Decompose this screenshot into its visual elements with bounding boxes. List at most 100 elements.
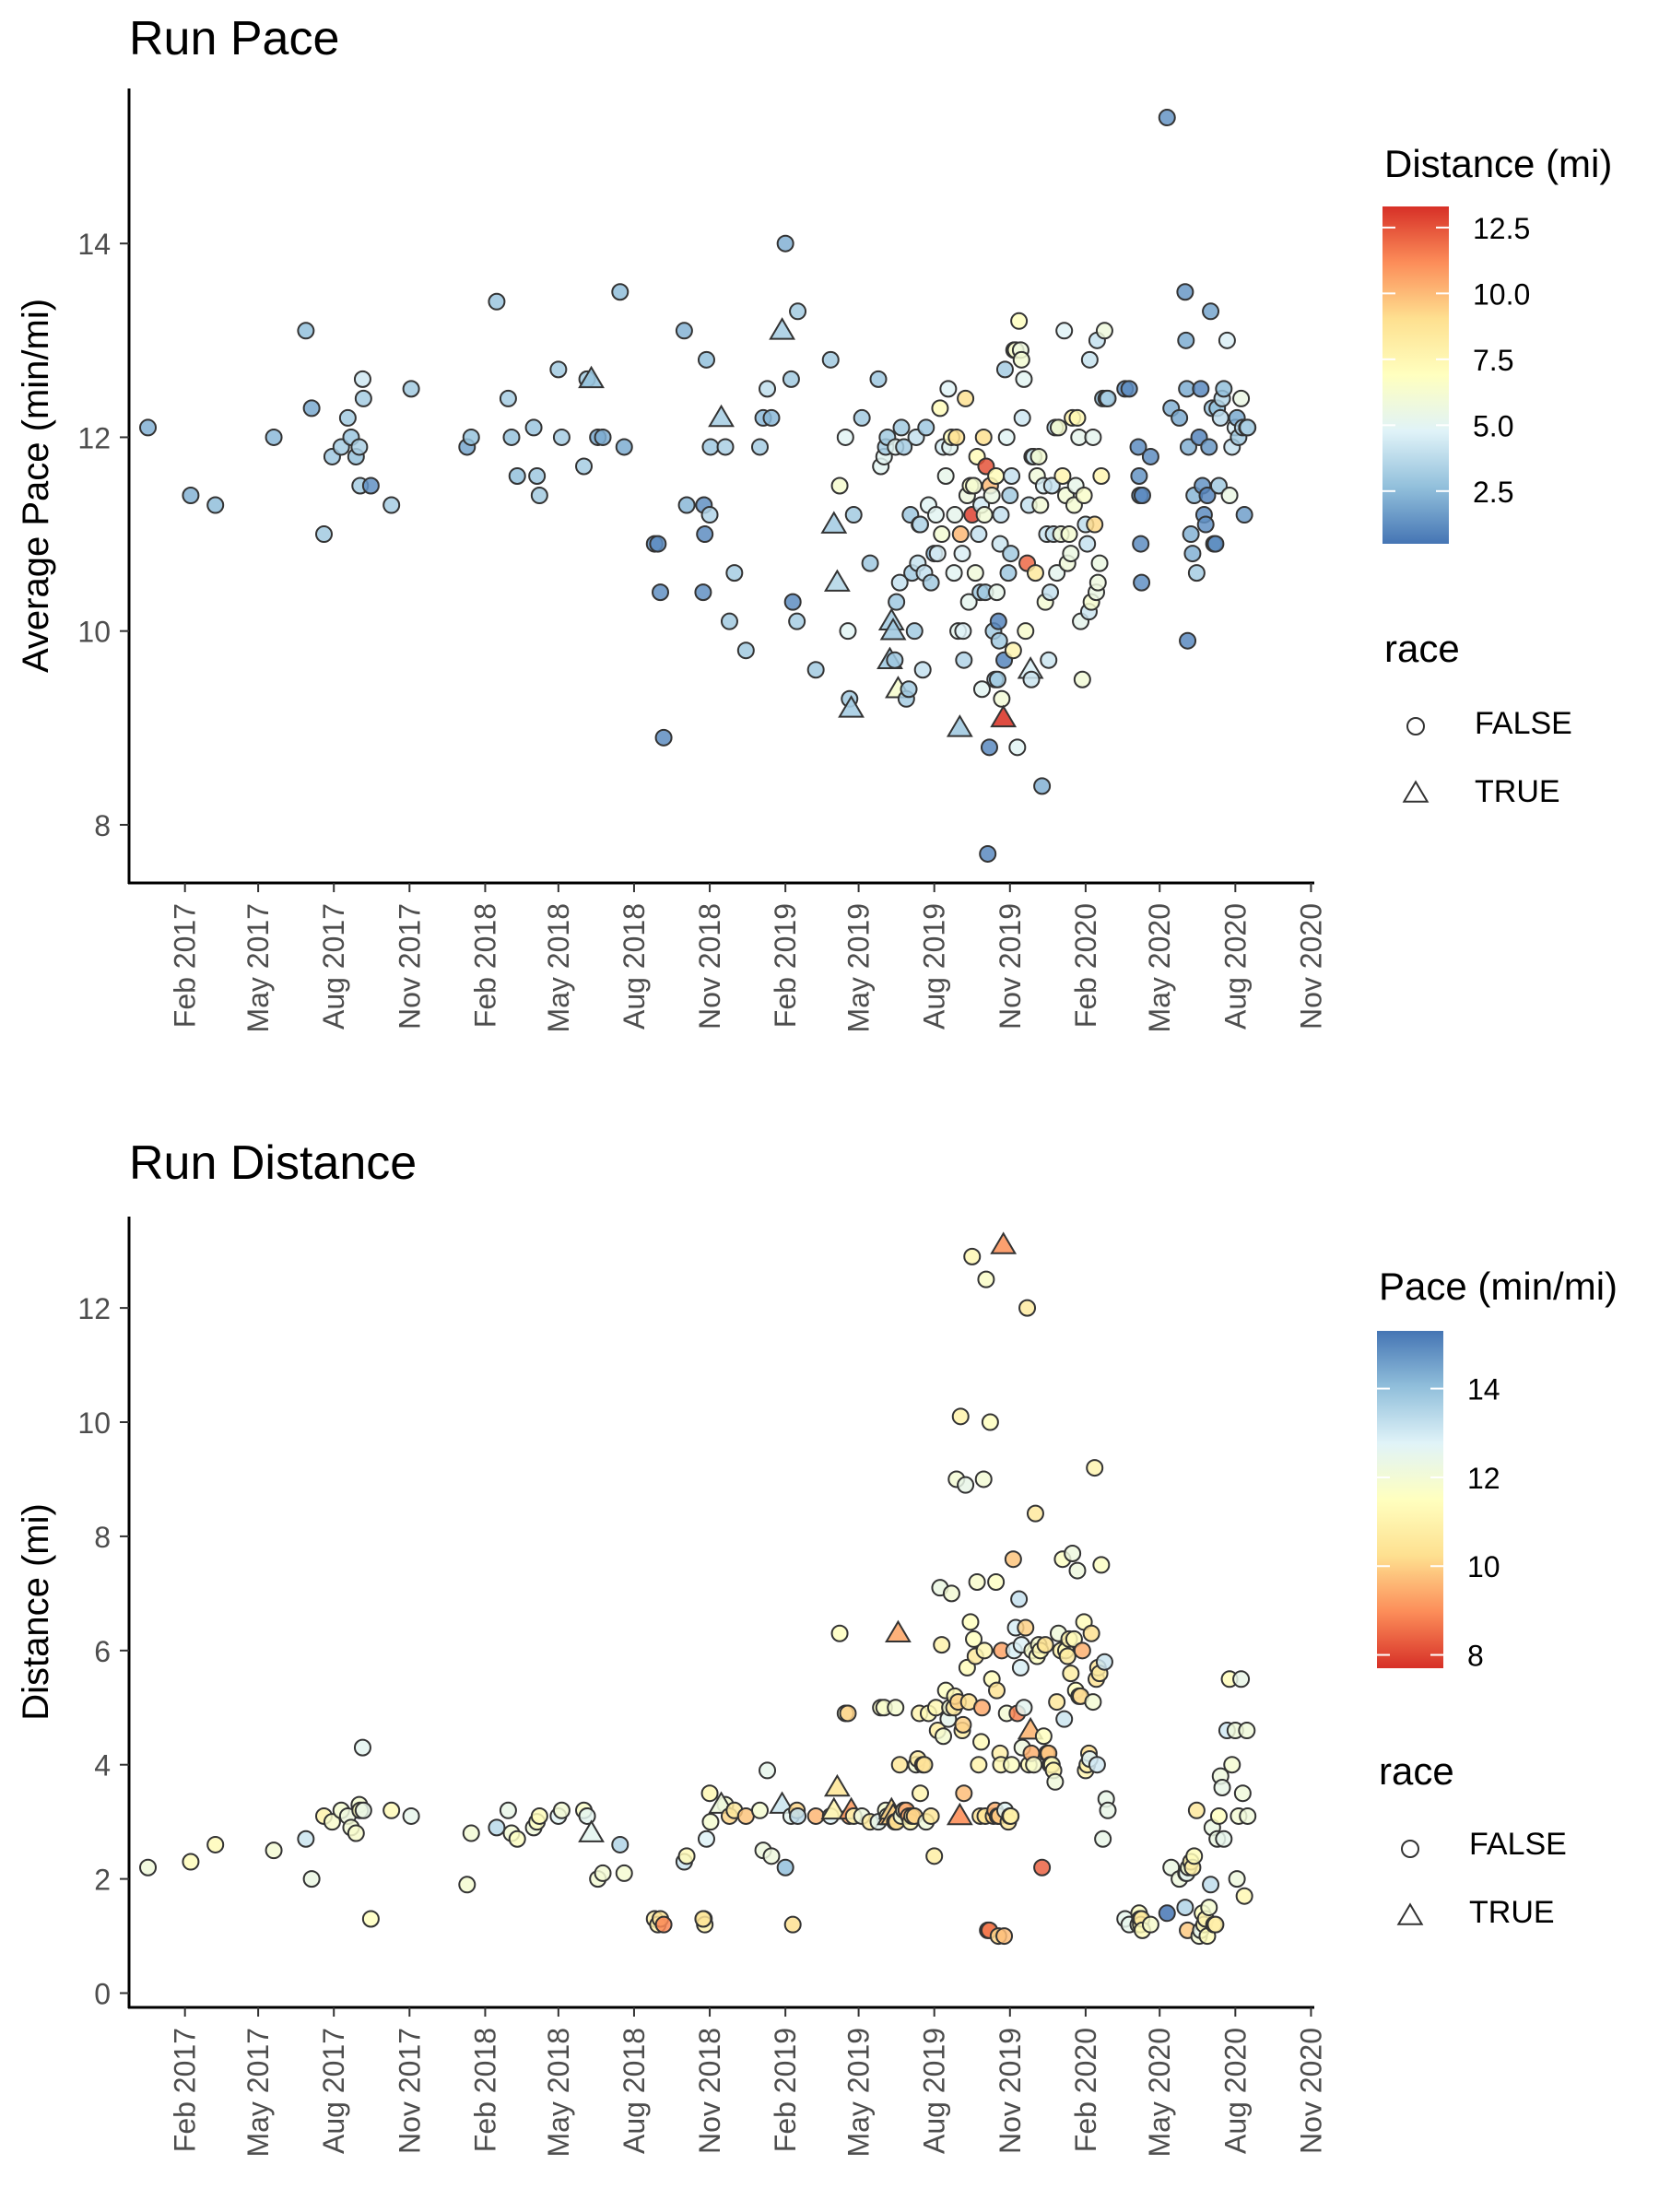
data-point (783, 593, 802, 611)
data-point (1215, 1830, 1233, 1848)
data-point (1002, 545, 1020, 563)
colorbar-label: 12 (1467, 1462, 1500, 1495)
data-point (1026, 1504, 1044, 1523)
data-point (1075, 487, 1093, 505)
data-point (736, 641, 755, 660)
data-point (1235, 1887, 1253, 1905)
data-point (836, 428, 854, 446)
y-tick-label: 8 (94, 809, 111, 842)
y-tick-label: 14 (77, 228, 111, 261)
data-point (991, 535, 1009, 553)
data-point (1092, 466, 1111, 485)
data-point (1073, 670, 1091, 688)
data-point (697, 350, 715, 369)
data-point (1010, 1590, 1029, 1608)
data-point (972, 1733, 991, 1751)
data-point (954, 622, 972, 641)
data-point (1001, 487, 1019, 505)
data-point (1239, 418, 1257, 437)
race-point (820, 1796, 848, 1820)
data-point (1238, 1722, 1256, 1740)
data-point (382, 1801, 401, 1819)
data-point (1209, 477, 1228, 495)
x-tick-label: Aug 2019 (918, 2028, 951, 2154)
y-axis-title: Average Pace (min/mi) (16, 299, 56, 673)
data-point (611, 1835, 629, 1853)
data-point (578, 1806, 596, 1825)
shape-legend-false-label: FALSE (1469, 1827, 1567, 1862)
data-point (654, 728, 673, 747)
legend-triangle-symbol (1396, 1902, 1424, 1925)
x-tick-label: Feb 2017 (169, 903, 202, 1028)
data-point (759, 1761, 777, 1780)
data-point (615, 438, 633, 456)
data-point (917, 418, 935, 437)
x-tick-label: Aug 2018 (618, 903, 651, 1030)
colorbar (1382, 206, 1449, 544)
data-point (887, 1699, 905, 1717)
data-point (1049, 418, 1067, 437)
x-tick-label: Nov 2020 (1294, 2028, 1327, 2154)
data-point (675, 322, 693, 340)
data-point (361, 477, 380, 495)
colorbar-label: 12.5 (1473, 212, 1530, 245)
data-point (139, 418, 158, 437)
data-point (762, 1847, 781, 1865)
data-point (1017, 622, 1035, 641)
data-point (861, 554, 879, 572)
data-point (788, 612, 806, 630)
x-tick-label: Aug 2020 (1218, 903, 1252, 1030)
data-point (1033, 777, 1052, 795)
data-point (954, 1715, 972, 1734)
data-point (988, 583, 1006, 602)
data-point (806, 1806, 825, 1825)
data-point (926, 506, 945, 524)
colorbar-label: 14 (1467, 1373, 1500, 1406)
colorbar (1377, 1331, 1443, 1668)
y-tick-label: 8 (94, 1521, 111, 1554)
data-point (265, 1841, 283, 1860)
x-tick-label: Nov 2017 (393, 2028, 426, 2154)
data-point (853, 408, 871, 427)
data-point (1004, 641, 1022, 660)
data-point (1084, 1693, 1102, 1712)
data-point (1206, 535, 1225, 553)
data-point (694, 1910, 712, 1928)
distance-chart: 0 2 4 6 8 10 12 Feb 2017 May 2017 Aug 2017 Nov 201… (16, 1217, 1500, 2158)
data-point (1092, 1556, 1111, 1574)
data-point (1088, 1756, 1106, 1774)
data-point (892, 418, 911, 437)
data-point (182, 487, 200, 505)
x-tick-label: Feb 2020 (1069, 903, 1102, 1028)
data-point (1187, 564, 1206, 582)
data-point (953, 545, 971, 563)
data-point (1099, 1801, 1117, 1819)
data-point (1200, 1899, 1218, 1917)
data-point (1058, 1647, 1077, 1665)
data-point (830, 1624, 849, 1642)
data-point (1232, 1670, 1251, 1688)
legend-triangle-symbol (1402, 780, 1430, 803)
data-point (1202, 1876, 1220, 1894)
y-tick-label: 4 (94, 1749, 111, 1783)
data-point (1022, 670, 1041, 688)
data-point (947, 428, 966, 446)
shape-legend-title: race (1379, 1749, 1454, 1793)
data-point (890, 1756, 909, 1774)
data-point (1064, 1545, 1082, 1563)
data-point (981, 1413, 999, 1431)
data-point (1003, 1756, 1021, 1774)
data-point (839, 622, 857, 641)
data-point (1025, 1756, 1043, 1774)
data-point (970, 525, 988, 544)
data-point (999, 564, 1018, 582)
data-point (1129, 438, 1147, 456)
data-point (1055, 322, 1074, 340)
data-point (1031, 496, 1050, 514)
data-point (594, 1864, 612, 1882)
data-point (720, 612, 738, 630)
x-tick-label: May 2020 (1143, 2028, 1176, 2158)
data-point (508, 466, 526, 485)
data-point (696, 525, 714, 544)
data-point (1158, 109, 1176, 127)
